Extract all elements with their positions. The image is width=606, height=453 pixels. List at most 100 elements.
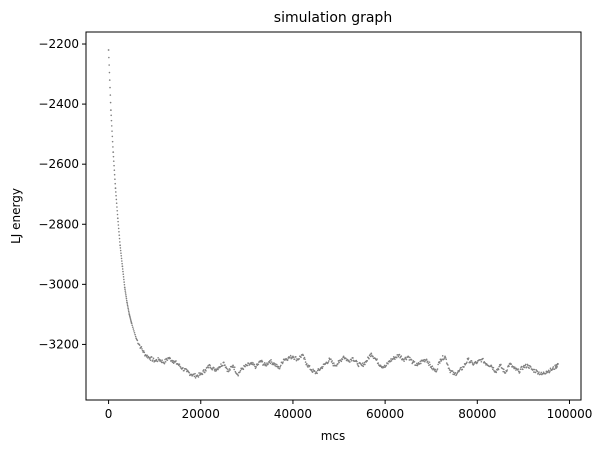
data-point <box>152 357 155 360</box>
data-point <box>244 365 246 368</box>
data-point <box>552 366 555 368</box>
data-point <box>387 363 389 365</box>
data-point <box>242 368 245 371</box>
data-point <box>239 369 242 372</box>
data-point <box>133 331 136 334</box>
data-point <box>166 359 169 361</box>
data-point <box>524 363 527 366</box>
data-point <box>274 364 276 367</box>
data-point <box>225 366 227 368</box>
data-points <box>107 49 559 379</box>
data-point <box>172 360 175 362</box>
data-point <box>136 339 139 342</box>
data-point <box>500 363 502 366</box>
data-point <box>112 155 115 158</box>
data-point <box>295 359 298 362</box>
data-point <box>290 357 293 360</box>
y-tick-label: −2600 <box>38 157 79 171</box>
data-point <box>420 362 422 365</box>
data-point <box>111 140 114 143</box>
data-point <box>292 356 295 359</box>
data-point <box>252 362 254 364</box>
data-point <box>194 377 197 379</box>
data-point <box>131 324 133 327</box>
data-point <box>434 368 437 371</box>
data-point <box>175 360 177 362</box>
data-point <box>125 297 128 300</box>
data-point <box>254 367 257 370</box>
x-tick-label: 40000 <box>274 407 312 421</box>
data-point <box>419 360 422 363</box>
data-point <box>449 371 452 374</box>
data-point <box>498 365 500 368</box>
data-point <box>257 363 260 366</box>
data-point <box>304 358 306 361</box>
data-point <box>150 356 153 358</box>
data-point <box>227 368 229 371</box>
data-point <box>278 367 281 370</box>
data-point <box>234 370 237 373</box>
data-point <box>124 292 127 294</box>
data-point <box>229 369 231 371</box>
data-point <box>350 358 352 361</box>
data-point <box>425 358 428 361</box>
data-point <box>145 356 148 358</box>
data-point <box>300 356 302 359</box>
data-point <box>490 365 493 368</box>
data-point <box>268 361 271 364</box>
data-point <box>169 357 172 360</box>
data-point <box>501 367 504 370</box>
data-point <box>280 364 282 367</box>
data-point <box>134 335 137 338</box>
data-point <box>470 359 473 362</box>
data-point <box>366 360 369 362</box>
data-point <box>190 373 193 376</box>
y-axis-label: LJ energy <box>9 188 23 244</box>
data-point <box>110 119 113 122</box>
data-point <box>277 365 280 368</box>
data-point <box>113 173 116 176</box>
data-point <box>121 268 124 270</box>
plot-frame <box>85 31 582 401</box>
data-point <box>417 361 420 364</box>
data-point <box>308 364 311 367</box>
data-point <box>164 361 167 363</box>
data-point <box>514 367 517 370</box>
data-point <box>333 362 335 364</box>
data-point <box>134 333 136 336</box>
data-point <box>114 178 116 180</box>
chart-title: simulation graph <box>274 10 392 26</box>
data-point <box>508 365 510 368</box>
data-point <box>302 354 305 357</box>
data-point <box>178 363 181 366</box>
data-point <box>528 367 530 369</box>
data-point <box>121 265 124 268</box>
data-point <box>469 361 472 364</box>
data-point <box>443 358 445 361</box>
data-point <box>295 356 297 358</box>
data-point <box>364 363 366 366</box>
data-point <box>222 361 225 364</box>
data-point <box>152 359 154 361</box>
data-point <box>119 247 122 249</box>
data-point <box>305 363 308 365</box>
data-point <box>445 358 447 361</box>
data-point <box>114 187 117 190</box>
data-point <box>127 306 129 308</box>
data-point <box>538 371 540 373</box>
data-point <box>113 164 115 167</box>
data-point <box>126 301 128 304</box>
data-point <box>542 371 545 374</box>
data-point <box>119 241 121 243</box>
data-point <box>345 357 347 360</box>
data-point <box>553 368 556 371</box>
data-point <box>298 358 301 360</box>
data-point <box>448 367 450 370</box>
data-point <box>549 367 552 370</box>
data-point <box>316 369 319 372</box>
data-point <box>465 362 468 365</box>
data-point <box>109 94 112 96</box>
data-point <box>112 151 115 154</box>
data-point <box>400 355 403 357</box>
data-point <box>131 326 134 328</box>
